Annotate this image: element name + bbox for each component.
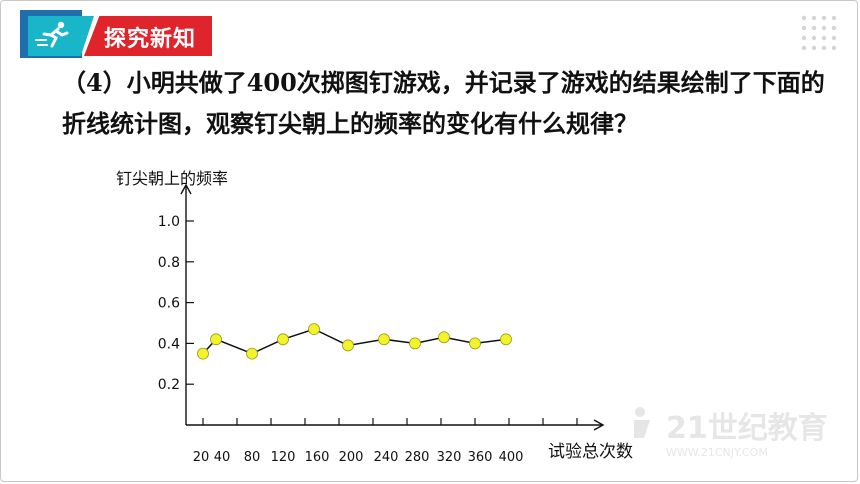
data-point [197,347,209,360]
x-tick-label: 240 [374,450,399,465]
data-point [409,337,421,350]
chart-ticks [186,220,578,425]
data-point [277,333,289,346]
data-point [500,333,512,346]
section-badge: 探究新知 [20,10,212,58]
data-point [438,331,450,344]
chart-series [197,323,512,360]
y-axis-title: 钉尖朝上的频率 [116,169,228,188]
runner-icon [35,21,69,48]
x-tick-label: 400 [499,450,524,465]
data-point [308,323,320,336]
x-tick-label: 40 [214,450,231,465]
watermark-url: WWW.21CNJY.COM [666,446,768,459]
x-tick-label: 280 [405,450,430,465]
y-tick-label: 0.8 [158,255,180,271]
y-tick-label: 0.6 [158,296,180,312]
x-tick-label: 360 [468,450,493,465]
x-axis-arrow [593,419,605,431]
data-point [469,337,481,350]
question-text: （4）小明共做了400次掷图钉游戏，并记录了游戏的结果绘制了下面的折线统计图，观… [62,68,825,138]
data-point [378,333,390,346]
data-point [246,347,258,360]
y-tick-label: 0.4 [158,336,180,352]
x-tick-label: 160 [305,450,330,465]
y-tick-label: 0.2 [158,377,180,393]
watermark-logo: 21世纪教育 WWW.21CNJY.COM [634,407,828,459]
decorative-dot-grid [801,15,837,50]
badge-red-block [84,16,212,56]
chart-labels: 0.2 0.4 0.6 0.8 1.0 20 40 80 120 160 200 240 280 320 3… [116,169,633,465]
x-axis-title: 试验总次数 [548,442,633,462]
x-tick-label: 80 [244,450,261,465]
watermark-text: 21世纪教育 [666,411,828,446]
section-title: 探究新知 [104,27,197,52]
x-tick-label: 200 [339,450,364,465]
y-axis-arrow [180,183,192,195]
x-tick-label: 320 [437,450,462,465]
chart-axes [180,183,605,431]
x-tick-label: 120 [271,450,296,465]
data-point [342,339,354,352]
x-tick-label: 20 [193,450,210,465]
y-tick-label: 1.0 [158,214,180,230]
data-point [210,333,222,346]
